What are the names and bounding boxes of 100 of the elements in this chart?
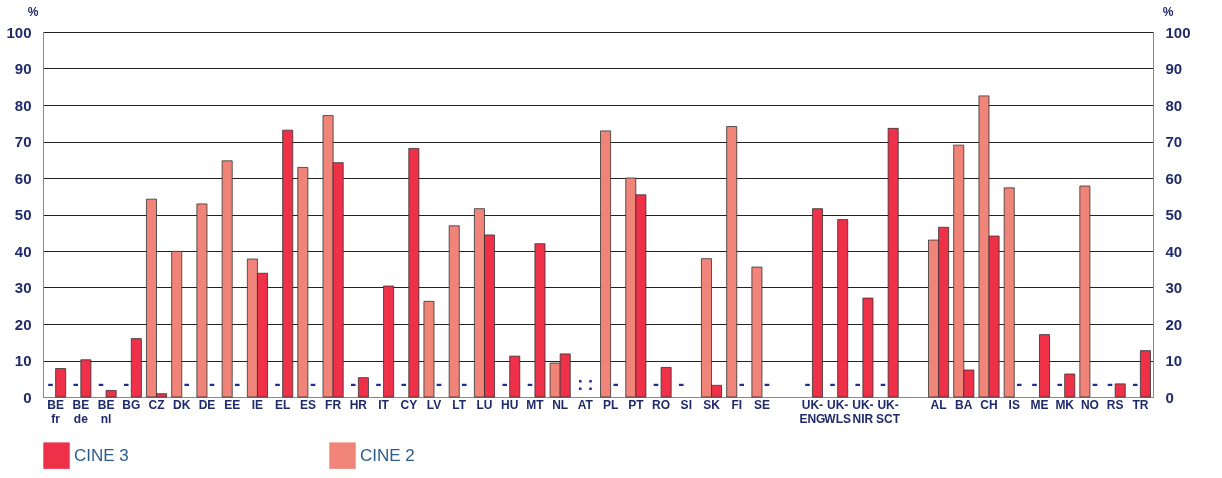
text: - xyxy=(375,374,382,394)
x-tick-label: CH xyxy=(980,397,998,412)
bar xyxy=(812,208,823,398)
legend-label: CINE 2 xyxy=(360,445,415,465)
x-tick-label: BE fr xyxy=(47,397,64,426)
text: - xyxy=(274,374,281,394)
text: - xyxy=(501,374,508,394)
text: - xyxy=(98,374,105,394)
text: - xyxy=(1107,374,1114,394)
bar xyxy=(862,297,874,398)
bar xyxy=(221,160,233,398)
bar xyxy=(105,390,117,398)
y-tick-label: 90 xyxy=(14,60,32,77)
bar xyxy=(55,368,67,398)
y2-tick-label: 100 xyxy=(1165,23,1191,41)
bar xyxy=(408,148,420,398)
y-tick-label: 60 xyxy=(14,169,32,187)
x-tick-label: NL xyxy=(552,397,569,412)
text: - xyxy=(461,374,468,394)
bar xyxy=(357,377,369,398)
x-tick-label: LU xyxy=(476,397,493,412)
x-tick-label: EL xyxy=(274,397,291,412)
x-tick-label: BE nl xyxy=(97,397,115,426)
x-tick-label: TR xyxy=(1132,397,1149,412)
bar xyxy=(887,127,899,398)
text: : xyxy=(577,374,584,394)
text: - xyxy=(72,374,79,394)
text: - xyxy=(123,374,130,394)
text: - xyxy=(1091,374,1098,394)
x-tick-label: DE xyxy=(198,397,216,412)
x-tick-label: NO xyxy=(1080,397,1099,412)
text: - xyxy=(526,374,533,394)
bar xyxy=(383,285,395,398)
x-tick-label: UK- SCT xyxy=(876,397,901,426)
x-tick-label: IE xyxy=(251,397,264,412)
y2-tick-label: 60 xyxy=(1165,169,1183,187)
x-tick-label: HU xyxy=(501,397,519,412)
y-tick-label: 40 xyxy=(14,242,32,260)
y2-tick-label: 10 xyxy=(1165,352,1183,369)
text: - xyxy=(880,374,887,394)
y2-tick-label: 20 xyxy=(1165,315,1183,333)
y-tick-label: 80 xyxy=(14,96,32,114)
text: - xyxy=(653,374,660,394)
x-tick-label: CZ xyxy=(148,397,165,412)
bar xyxy=(171,250,183,398)
y-tick-label: 100 xyxy=(6,23,32,41)
text: - xyxy=(854,374,861,394)
x-tick-label: BE de xyxy=(72,397,90,426)
bar xyxy=(423,300,435,398)
x-tick-label: ME xyxy=(1030,397,1049,412)
legend-label: CINE 3 xyxy=(74,445,129,465)
bar xyxy=(282,129,294,398)
bar xyxy=(297,167,309,398)
x-tick-label: AL xyxy=(930,397,947,412)
text: : xyxy=(587,374,594,394)
y-tick-label: 10 xyxy=(14,352,32,369)
x-tick-label: HR xyxy=(349,397,368,412)
bar xyxy=(837,219,849,398)
bar xyxy=(1139,350,1151,398)
y2-tick-label: 50 xyxy=(1165,206,1183,223)
text: - xyxy=(234,374,241,394)
text: - xyxy=(400,374,407,394)
bar xyxy=(80,359,92,398)
y2-tick-label: 0 xyxy=(1165,388,1174,406)
bar xyxy=(196,203,208,398)
bar xyxy=(509,355,521,398)
y2-tick-label: 90 xyxy=(1165,60,1183,77)
x-tick-label: IT xyxy=(378,397,390,412)
bar xyxy=(1003,187,1015,398)
text: - xyxy=(738,374,745,394)
text: - xyxy=(183,374,190,394)
x-tick-label: LT xyxy=(452,397,467,412)
text: - xyxy=(1056,374,1063,394)
x-tick-label: ES xyxy=(299,397,316,412)
y-tick-label: 20 xyxy=(14,315,32,333)
bar xyxy=(448,225,460,398)
x-tick-label: SI xyxy=(680,397,692,412)
bar xyxy=(660,367,672,398)
x-tick-label: AT xyxy=(577,397,594,412)
bar xyxy=(1039,334,1050,398)
x-tick-label: BA xyxy=(955,397,973,412)
x-tick-label: PL xyxy=(602,397,619,412)
y-tick-label: 0 xyxy=(23,388,32,406)
x-tick-label: FI xyxy=(731,397,743,412)
x-tick-label: PT xyxy=(628,397,645,412)
y2-tick-label: 30 xyxy=(1165,279,1183,296)
x-tick-label: IS xyxy=(1008,397,1020,412)
bar xyxy=(534,243,546,398)
bar xyxy=(726,126,738,398)
text: - xyxy=(1016,374,1023,394)
x-tick-label: FR xyxy=(325,397,342,412)
bar xyxy=(1064,373,1076,398)
y2-tick-label: 70 xyxy=(1165,133,1183,150)
text: - xyxy=(804,374,811,394)
text: - xyxy=(829,374,836,394)
text: - xyxy=(678,374,685,394)
text: - xyxy=(1132,374,1139,394)
y-tick-label: 70 xyxy=(14,133,32,150)
text: - xyxy=(47,374,54,394)
x-tick-label: MK xyxy=(1055,397,1075,412)
